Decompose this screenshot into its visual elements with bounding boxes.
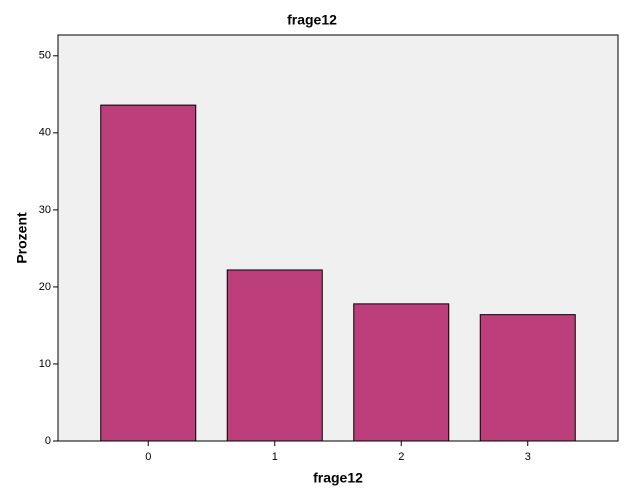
y-tick-label: 40: [39, 127, 51, 139]
y-tick-label: 50: [39, 50, 51, 62]
bar: [479, 314, 576, 442]
chart-title: frage12: [287, 12, 337, 28]
y-tick-label: 30: [39, 204, 51, 216]
bar: [353, 303, 450, 442]
y-tick-label: 20: [39, 281, 51, 293]
y-tick-label: 10: [39, 358, 51, 370]
y-tick-label: 0: [45, 435, 51, 447]
x-tick-label: 3: [525, 451, 531, 463]
bar: [100, 104, 197, 442]
y-axis-title: Prozent: [14, 212, 30, 264]
bar: [226, 269, 323, 442]
x-tick-label: 2: [398, 451, 404, 463]
x-tick-label: 0: [145, 451, 151, 463]
x-tick-label: 1: [272, 451, 278, 463]
x-axis-title: frage12: [313, 470, 363, 486]
